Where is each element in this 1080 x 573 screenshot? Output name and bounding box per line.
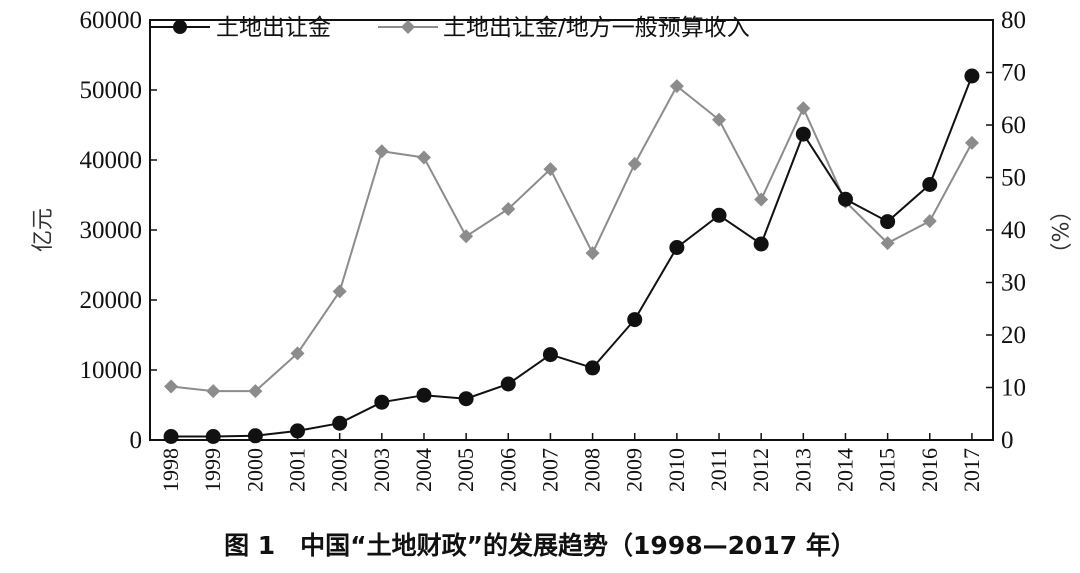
left-tick-label: 10000: [80, 357, 143, 384]
data-point: [332, 415, 348, 431]
plot-frame: [149, 19, 994, 441]
x-tick-label: 2004: [411, 448, 436, 492]
chart: 0 10000 20000 30000 40000 50000 60000 0 10 20 30 4…: [31, 7, 1071, 492]
data-point: [205, 429, 221, 444]
x-tick-label: 2015: [875, 448, 900, 492]
series-0: [163, 68, 980, 444]
x-tick-label: 1999: [200, 448, 225, 492]
data-point: [416, 387, 432, 403]
right-tick-label: 0: [1001, 427, 1014, 454]
data-point: [880, 214, 896, 230]
data-point: [163, 429, 179, 444]
left-tick-label: 0: [130, 427, 143, 454]
data-point: [542, 347, 558, 363]
right-tick-label: 80: [1001, 7, 1026, 34]
left-axis-title: 亿元: [31, 208, 56, 252]
right-tick-label: 60: [1001, 112, 1026, 139]
data-point: [669, 240, 685, 255]
right-axis-title: （%）: [1046, 200, 1071, 265]
legend-marker-land-revenue: [173, 20, 187, 34]
plot-border: [149, 19, 994, 441]
data-point: [711, 207, 727, 223]
data-point: [712, 112, 727, 127]
data-point: [374, 144, 389, 159]
legend-label-ratio: 土地出让金/地方一般预算收入: [443, 15, 750, 41]
x-tick-label: 2013: [790, 448, 815, 492]
left-tick-label: 40000: [80, 147, 143, 174]
x-tick-label: 2007: [537, 448, 562, 492]
data-point: [374, 394, 390, 410]
data-point: [459, 229, 474, 244]
right-tick-label: 20: [1001, 322, 1026, 349]
data-point: [922, 214, 937, 229]
left-axis-ticks: 0 10000 20000 30000 40000 50000 60000: [80, 7, 157, 454]
data-point: [964, 135, 979, 150]
data-point: [585, 246, 600, 261]
legend-label-land-revenue: 土地出让金: [216, 15, 331, 41]
data-point: [247, 428, 263, 444]
right-tick-label: 70: [1001, 60, 1026, 87]
data-point: [754, 192, 769, 207]
x-tick-label: 2014: [832, 448, 857, 492]
x-tick-label: 2010: [664, 448, 689, 492]
data-point: [164, 379, 179, 394]
x-tick-label: 2003: [369, 448, 394, 492]
series-layer: [163, 68, 980, 444]
series-1: [164, 79, 979, 399]
x-tick-label: 1998: [158, 448, 183, 492]
left-tick-label: 30000: [80, 217, 143, 244]
data-point: [416, 150, 431, 165]
x-tick-label: 2017: [959, 448, 984, 492]
x-tick-label: 2005: [453, 448, 478, 492]
data-point: [669, 79, 684, 94]
data-point: [795, 126, 811, 142]
x-tick-label: 2009: [622, 448, 647, 492]
x-tick-label: 2016: [917, 448, 942, 492]
right-tick-label: 30: [1001, 270, 1026, 297]
data-point: [796, 101, 811, 116]
series-line-1: [170, 84, 973, 393]
data-point: [627, 312, 643, 328]
left-tick-label: 60000: [80, 7, 143, 34]
data-point: [290, 346, 305, 361]
data-point: [458, 391, 474, 407]
data-point: [964, 68, 980, 84]
x-tick-label: 2006: [495, 448, 520, 492]
x-tick-label: 2011: [706, 448, 731, 491]
data-point: [290, 423, 306, 439]
x-tick-label: 2008: [580, 448, 605, 492]
right-axis-ticks: 0 10 20 30 40 50 60 70 80: [986, 7, 1026, 454]
series-line-0: [171, 75, 973, 438]
data-point: [627, 156, 642, 171]
data-point: [922, 177, 938, 192]
x-tick-label: 2001: [285, 448, 310, 492]
data-point: [332, 284, 347, 299]
left-tick-label: 50000: [80, 77, 143, 104]
x-tick-label: 2002: [327, 448, 352, 492]
right-tick-label: 50: [1001, 165, 1026, 192]
legend-marker-ratio: [401, 20, 415, 34]
data-point: [501, 202, 516, 216]
data-point: [585, 360, 601, 376]
figure-caption: 图 1 中国“土地财政”的发展趋势（1998—2017 年）: [224, 531, 856, 560]
data-point: [543, 162, 558, 177]
data-point: [248, 384, 263, 399]
data-point: [837, 191, 853, 207]
data-point: [753, 236, 769, 252]
x-axis-ticks: 1998 1999 2000 2001 2002 2003 2004 2005 2006 2007…: [158, 433, 984, 492]
data-point: [206, 384, 221, 399]
legend: 土地出让金 土地出让金/地方一般预算收入: [150, 15, 750, 41]
x-tick-label: 2000: [242, 448, 267, 492]
data-point: [880, 236, 895, 251]
left-tick-label: 20000: [80, 287, 143, 314]
data-point: [500, 376, 516, 392]
right-tick-label: 40: [1001, 217, 1026, 244]
x-tick-label: 2012: [748, 448, 773, 492]
right-tick-label: 10: [1001, 375, 1026, 402]
